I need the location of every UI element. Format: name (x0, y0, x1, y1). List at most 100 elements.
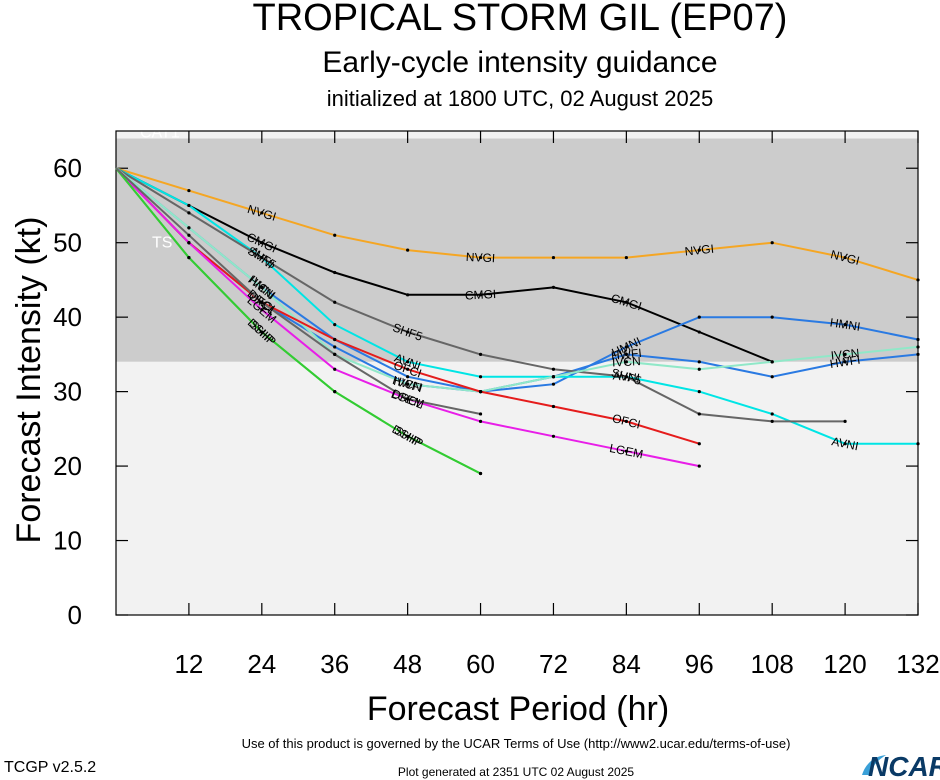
data-point-drcl (478, 412, 483, 416)
data-point-cmgi (624, 300, 628, 304)
data-point-ship (478, 471, 483, 476)
data-point-ofci (478, 390, 483, 394)
data-point-ivcn (551, 375, 556, 379)
data-point-hwfi (770, 375, 774, 379)
data-point-drcl (260, 300, 264, 304)
data-point-cmgi (697, 330, 701, 334)
series-label-avni: AVNI (830, 434, 859, 453)
data-point-ivcn (406, 382, 410, 386)
chart-title: TROPICAL STORM GIL (EP07) (253, 0, 788, 39)
data-point-shf5 (260, 255, 264, 260)
data-point-nvgi (843, 255, 847, 260)
x-tick-label: 60 (466, 649, 495, 679)
data-point-hwfi (697, 360, 701, 364)
data-point-nvgi (406, 248, 410, 252)
intensity-band (116, 131, 918, 139)
data-point-lgem (624, 449, 628, 453)
data-point-drcl (187, 233, 191, 237)
data-point-nvgi (697, 248, 701, 252)
data-point-shf5 (478, 352, 483, 356)
series-label-nvgi: NVGI (684, 242, 715, 259)
y-tick-label: 60 (53, 153, 82, 183)
band-label: TS (152, 235, 172, 252)
data-point-avni (187, 203, 191, 208)
data-point-ofci (551, 404, 556, 409)
plot-area: TS CAT1 12 24 36 48 60 72 84 96 108 120 132 0 10 20 30 40… (53, 124, 940, 679)
data-point-ship (260, 330, 264, 334)
data-point-ivcn (843, 352, 847, 356)
data-point-lgem (551, 434, 556, 438)
data-point-shf5 (697, 412, 701, 416)
chart-subtitle-init: initialized at 1800 UTC, 02 August 2025 (327, 86, 713, 111)
plot-frame (115, 130, 919, 616)
x-tick-label: 48 (393, 649, 422, 679)
series-line-drcl (115, 167, 481, 415)
data-point-nvgi (260, 211, 264, 215)
data-point-hwfi (333, 345, 337, 349)
x-tick-label: 96 (685, 649, 714, 679)
data-point-nvgi (551, 255, 556, 260)
data-point-hmni (843, 323, 847, 327)
series-line-cmgi (115, 167, 773, 363)
series-label-ivcn: IVCN (830, 346, 860, 363)
data-point-nvgi (916, 278, 920, 282)
data-point-hmni (551, 382, 556, 386)
terms-of-use-text: Use of this product is governed by the U… (242, 736, 791, 751)
data-point-lgem (478, 419, 483, 423)
data-point-ivcn (624, 360, 628, 364)
data-point-nvgi (187, 188, 191, 193)
data-point-avni (770, 412, 774, 416)
ncar-logo-text: NCAR (868, 751, 940, 780)
x-tick-label: 84 (612, 649, 641, 679)
series-label-ofci: OFCI (611, 411, 642, 432)
series-label-hwfi: HWFI (610, 346, 642, 363)
data-point-ivcn (770, 360, 774, 364)
series-label-hmni: HMNI (829, 315, 861, 333)
x-tick-label: 12 (174, 649, 203, 679)
series-label-hwfi: HWFI (829, 353, 861, 371)
data-point-hmni (916, 337, 920, 342)
data-point-hmni (697, 315, 701, 319)
data-point-shf5 (770, 419, 774, 423)
data-point-nvgi (770, 241, 774, 245)
y-tick-label: 40 (53, 302, 82, 332)
data-point-avni (406, 360, 410, 364)
data-point-ivcn (187, 226, 191, 230)
x-tick-label: 24 (247, 649, 276, 679)
data-point-ofci (624, 419, 628, 423)
data-point-ivcn (260, 285, 264, 289)
series-label-ivcn: IVCN (612, 354, 641, 369)
data-point-ship (187, 255, 191, 260)
data-point-nvgi (333, 233, 337, 237)
data-point-ofci (406, 367, 410, 371)
series-label-avni: AVNI (612, 368, 640, 385)
x-tick-label: 72 (539, 649, 568, 679)
data-point-drcl (333, 352, 337, 356)
data-point-cmgi (333, 270, 337, 275)
data-point-ofci (697, 442, 701, 446)
chart-subtitle: Early-cycle intensity guidance (322, 46, 717, 79)
data-point-hmni (406, 375, 410, 379)
data-point-hmni (770, 315, 774, 319)
y-axis-label: Forecast Intensity (kt) (10, 217, 48, 544)
y-tick-label: 0 (68, 600, 82, 630)
x-tick-label: 132 (896, 649, 939, 679)
ncar-logo: NCAR (862, 751, 940, 780)
data-point-shf5 (843, 419, 847, 423)
data-point-shf5 (187, 211, 191, 215)
data-point-shf5 (624, 375, 628, 379)
data-point-lgem (260, 308, 264, 312)
data-point-lgem (333, 367, 337, 371)
data-point-lgem (187, 241, 191, 245)
data-point-avni (478, 375, 483, 379)
data-point-avni (697, 390, 701, 394)
data-point-hwfi (624, 352, 628, 356)
data-point-cmgi (406, 293, 410, 297)
data-point-cmgi (260, 241, 264, 245)
data-point-ivcn (916, 345, 920, 349)
data-point-ship (406, 434, 410, 438)
series-line-avni (115, 167, 918, 445)
data-point-avni (333, 323, 337, 327)
band-label: CAT1 (140, 124, 180, 141)
data-point-cmgi (551, 285, 556, 289)
